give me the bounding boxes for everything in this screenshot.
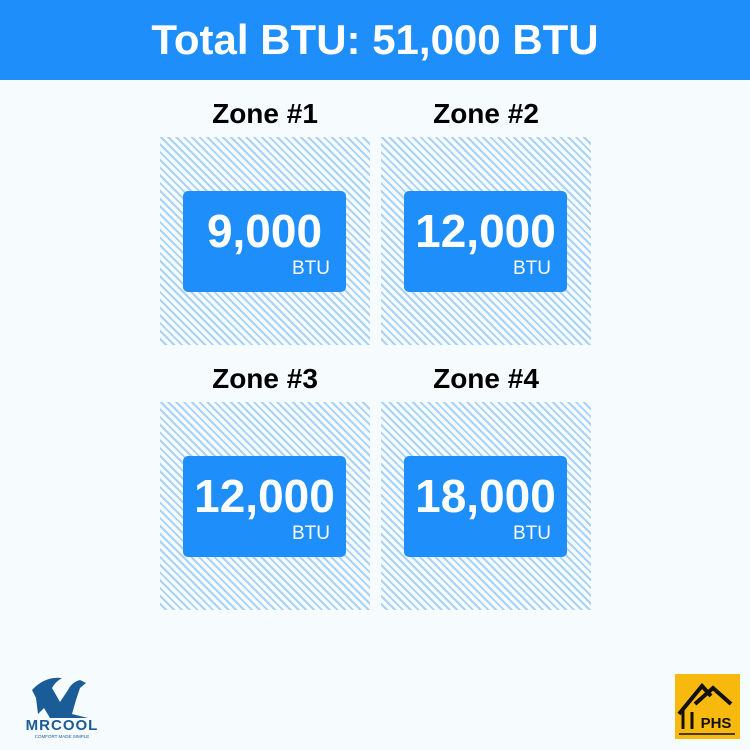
zone-3-title: Zone #3 (212, 363, 318, 394)
zone-2-unit: BTU (513, 258, 551, 279)
zone-1-title: Zone #1 (212, 98, 318, 129)
mrcool-logo: MRCOOL COMFORT MADE SIMPLE (10, 668, 115, 743)
zone-4-card: 18,000 BTU (404, 456, 567, 557)
zone-1-unit: BTU (292, 258, 330, 279)
zone-4-value: 18,000 (415, 470, 556, 522)
zone-3-value: 12,000 (194, 470, 335, 522)
svg-text:MRCOOL: MRCOOL (26, 717, 99, 734)
zone-2-title: Zone #2 (433, 98, 539, 129)
zone-2-card: 12,000 BTU (404, 191, 567, 292)
svg-text:PHS: PHS (701, 715, 732, 732)
zone-2-value: 12,000 (415, 205, 556, 257)
polar-bear-icon: MRCOOL COMFORT MADE SIMPLE (26, 677, 99, 739)
zone-4-unit: BTU (513, 523, 551, 544)
total-btu-title: Total BTU: 51,000 BTU (151, 16, 599, 63)
zone-4-title: Zone #4 (433, 363, 539, 394)
zone-1-card: 9,000 BTU (183, 191, 346, 292)
svg-text:COMFORT MADE SIMPLE: COMFORT MADE SIMPLE (35, 734, 90, 739)
house-icon: PHS (677, 682, 735, 735)
header-banner: Total BTU: 51,000 BTU (0, 0, 750, 80)
zone-3-card: 12,000 BTU (183, 456, 346, 557)
zone-1-value: 9,000 (206, 205, 323, 257)
phs-logo: PHS (675, 674, 740, 739)
zone-3-unit: BTU (292, 523, 330, 544)
